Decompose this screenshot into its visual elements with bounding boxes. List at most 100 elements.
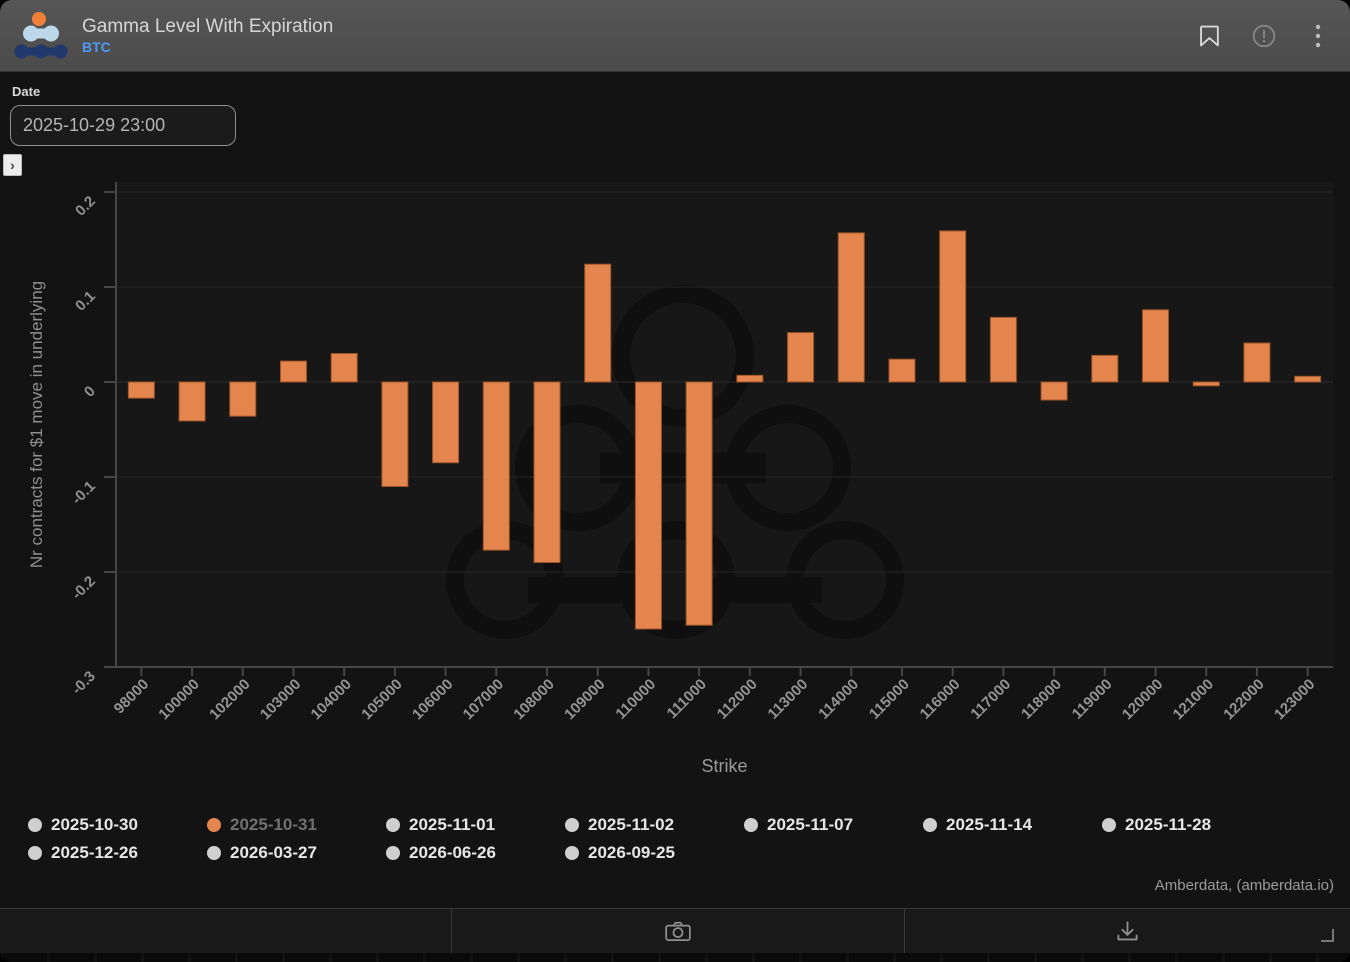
legend-item[interactable]: 2025-10-30 (28, 812, 207, 837)
y-axis-title: Nr contracts for $1 move in underlying (27, 281, 46, 568)
legend-label: 2026-06-26 (409, 842, 496, 862)
bar[interactable] (1294, 375, 1322, 383)
legend-item[interactable]: 2026-03-27 (207, 840, 386, 865)
camera-icon (665, 921, 691, 941)
page-title: Gamma Level With Expiration (82, 16, 334, 37)
camera-button[interactable] (452, 909, 905, 953)
x-tick-label: 100000 (155, 676, 202, 723)
range-strip (0, 953, 1350, 962)
legend-item[interactable]: 2025-11-14 (923, 812, 1102, 837)
x-tick-label: 123000 (1271, 676, 1318, 723)
legend-item[interactable]: 2026-06-26 (386, 840, 565, 865)
bar[interactable] (837, 232, 865, 383)
bar[interactable] (1040, 381, 1068, 401)
asset-label: BTC (82, 39, 111, 55)
date-input[interactable] (10, 105, 236, 146)
x-tick-label: 119000 (1069, 676, 1116, 723)
legend-dot-icon (386, 845, 400, 860)
x-axis-title: Strike (701, 756, 747, 776)
legend-label: 2026-03-27 (230, 842, 317, 862)
legend-item[interactable]: 2025-11-28 (1102, 812, 1281, 837)
legend-item[interactable]: 2026-09-25 (565, 840, 744, 865)
amberdata-logo-icon (14, 11, 68, 58)
x-tick-label: 103000 (257, 676, 304, 723)
x-tick-label: 114000 (815, 676, 862, 723)
y-tick-label: 0.1 (72, 288, 99, 315)
x-tick-label: 113000 (765, 676, 812, 723)
toolbar-cell-empty[interactable] (0, 909, 452, 953)
y-tick-label: -0.3 (69, 668, 99, 698)
bar[interactable] (533, 381, 561, 563)
x-tick-label: 98000 (111, 676, 153, 718)
x-tick-label: 105000 (358, 676, 405, 723)
bar[interactable] (178, 381, 206, 422)
bar[interactable] (1091, 354, 1119, 383)
bar[interactable] (229, 381, 257, 417)
attribution-text: Amberdata, (amberdata.io) (1154, 877, 1334, 894)
bar[interactable] (787, 332, 815, 383)
legend-item[interactable]: 2025-11-02 (565, 812, 744, 837)
bar[interactable] (685, 381, 713, 626)
legend-item[interactable]: 2025-12-26 (28, 840, 207, 865)
legend-label: 2025-11-07 (767, 814, 854, 834)
y-tick-label: 0 (81, 383, 99, 401)
x-tick-label: 107000 (460, 676, 507, 723)
gamma-chart: 0.2 0.1 0 -0.1 -0.2 -0.3 98000 100000 102000 1030… (0, 160, 1350, 805)
bar[interactable] (1243, 342, 1271, 383)
legend-dot-icon (744, 817, 758, 832)
date-field-label: Date (12, 84, 41, 99)
bar[interactable] (432, 381, 460, 464)
x-tick-label: 110000 (612, 676, 659, 723)
legend-label: 2025-11-02 (588, 814, 675, 834)
legend-label: 2025-10-31 (230, 814, 317, 834)
bar[interactable] (888, 358, 916, 383)
x-tick-label: 109000 (561, 676, 608, 723)
legend-item[interactable]: 2025-11-01 (386, 812, 565, 837)
kebab-menu-icon[interactable] (1304, 22, 1332, 50)
x-tick-label: 116000 (917, 676, 964, 723)
x-tick-label: 102000 (206, 676, 253, 723)
legend-label: 2025-10-30 (51, 814, 138, 834)
legend-item[interactable]: 2025-11-07 (744, 812, 923, 837)
bar[interactable] (584, 263, 612, 383)
x-tick-label: 120000 (1119, 676, 1166, 723)
legend-label: 2025-12-26 (51, 842, 138, 862)
bar[interactable] (634, 381, 662, 630)
legend-label: 2025-11-28 (1125, 814, 1212, 834)
bar[interactable] (1192, 381, 1220, 387)
bar[interactable] (482, 381, 510, 551)
legend-label: 2025-11-01 (409, 814, 496, 834)
bar[interactable] (939, 230, 967, 383)
x-tick-label: 117000 (967, 676, 1014, 723)
x-tick-label: 111000 (664, 676, 710, 722)
legend-dot-icon (207, 845, 221, 860)
bar[interactable] (127, 381, 155, 399)
x-tick-label: 121000 (1170, 676, 1217, 723)
x-tick-label: 106000 (409, 676, 456, 723)
bar[interactable] (279, 360, 307, 383)
bookmark-icon[interactable] (1196, 22, 1224, 50)
bar[interactable] (736, 374, 764, 383)
legend-label: 2026-09-25 (588, 842, 675, 862)
legend-label: 2025-11-14 (946, 814, 1033, 834)
legend-dot-icon (1102, 817, 1116, 832)
download-icon (1117, 921, 1137, 940)
resize-handle-icon[interactable] (1320, 928, 1334, 942)
bar[interactable] (381, 381, 409, 487)
legend-item[interactable]: 2025-10-31 (207, 812, 386, 837)
x-tick-label: 118000 (1018, 676, 1065, 723)
legend-dot-icon (386, 817, 400, 832)
legend-dot-icon (565, 845, 579, 860)
bar[interactable] (989, 316, 1017, 383)
legend-dot-icon (565, 817, 579, 832)
x-tick-label: 104000 (308, 676, 355, 723)
x-tick-label: 115000 (866, 676, 913, 723)
chevron-right-icon[interactable]: › (3, 154, 22, 176)
legend-dot-icon (207, 817, 221, 832)
bar[interactable] (1142, 309, 1170, 383)
alert-icon[interactable] (1250, 22, 1278, 50)
bar[interactable] (330, 353, 358, 383)
y-tick-label: -0.2 (69, 573, 99, 603)
download-button[interactable] (905, 909, 1349, 953)
